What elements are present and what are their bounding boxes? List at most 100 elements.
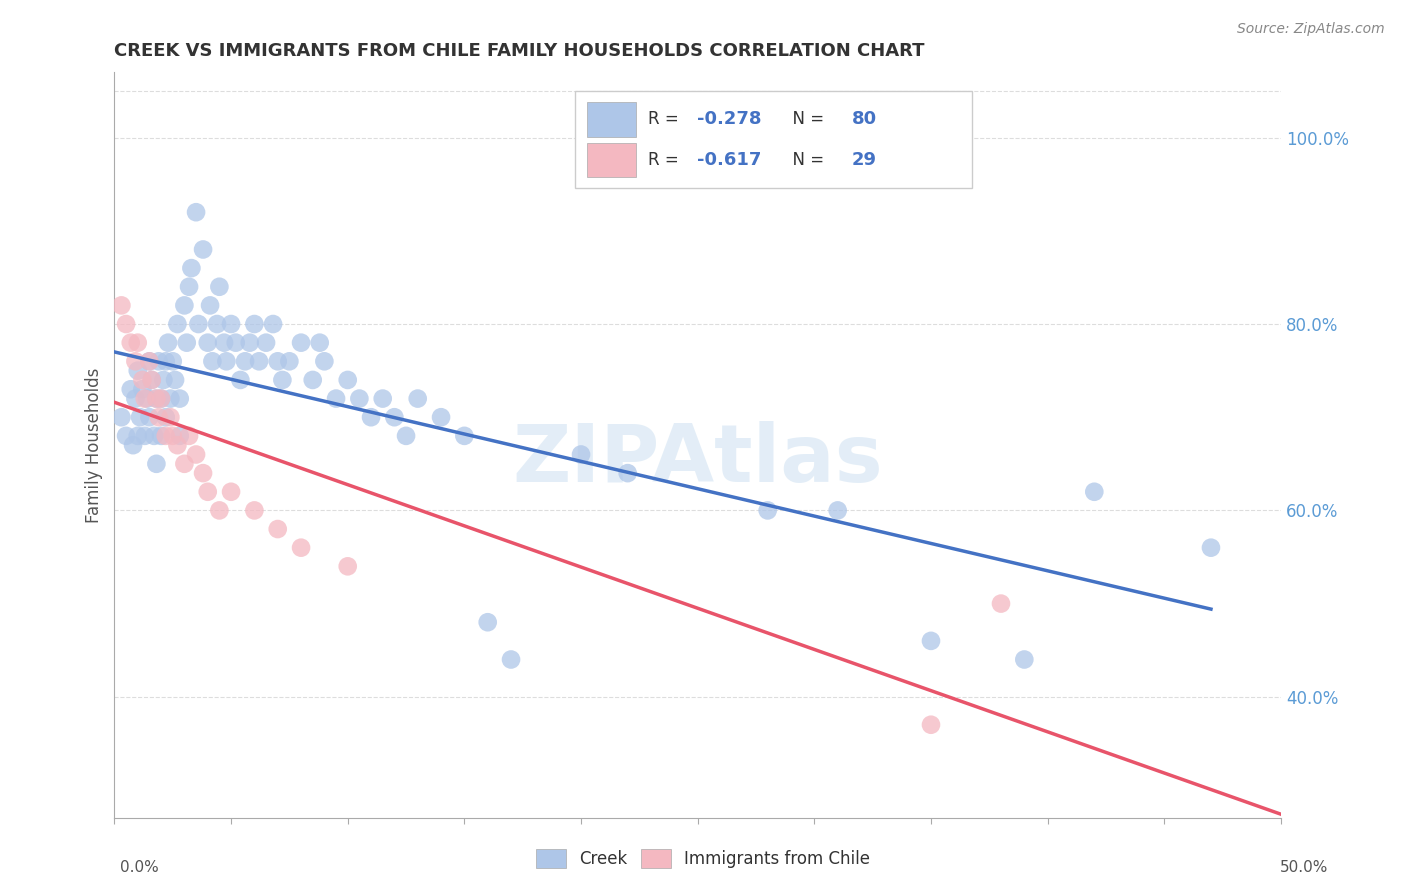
Point [150, 392, 173, 406]
Point [191, 466, 214, 480]
Point [162, 354, 184, 368]
Text: Source: ZipAtlas.com: Source: ZipAtlas.com [1237, 22, 1385, 37]
Point [247, 354, 270, 368]
Point [308, 335, 330, 350]
Text: 80: 80 [852, 111, 877, 128]
Point [120, 382, 142, 396]
Point [278, 354, 301, 368]
Point [148, 410, 170, 425]
Point [219, 484, 242, 499]
Point [134, 429, 156, 443]
Text: -0.617: -0.617 [696, 151, 761, 169]
Point [145, 457, 167, 471]
Point [208, 503, 231, 517]
Point [336, 559, 359, 574]
Point [453, 429, 475, 443]
Point [131, 373, 153, 387]
Point [262, 317, 284, 331]
FancyBboxPatch shape [575, 91, 972, 188]
Text: -0.278: -0.278 [696, 111, 761, 128]
Point [180, 261, 202, 276]
Point [1083, 484, 1105, 499]
Point [290, 541, 312, 555]
Point [143, 429, 166, 443]
Point [336, 373, 359, 387]
Point [115, 429, 138, 443]
Point [254, 335, 277, 350]
Point [219, 317, 242, 331]
Legend: Creek, Immigrants from Chile: Creek, Immigrants from Chile [529, 842, 877, 875]
Point [271, 373, 294, 387]
Point [131, 382, 153, 396]
Point [110, 298, 132, 312]
Point [145, 392, 167, 406]
Point [162, 429, 184, 443]
Point [138, 410, 160, 425]
Point [173, 457, 195, 471]
Point [127, 429, 149, 443]
Point [145, 392, 167, 406]
Point [159, 392, 181, 406]
Point [314, 354, 336, 368]
Point [215, 354, 238, 368]
Point [349, 392, 371, 406]
Text: ZIPAtlas: ZIPAtlas [512, 421, 883, 500]
Point [184, 448, 207, 462]
Point [616, 466, 638, 480]
Point [290, 335, 312, 350]
Point [198, 298, 221, 312]
Point [197, 484, 219, 499]
FancyBboxPatch shape [586, 143, 636, 177]
Text: CREEK VS IMMIGRANTS FROM CHILE FAMILY HOUSEHOLDS CORRELATION CHART: CREEK VS IMMIGRANTS FROM CHILE FAMILY HO… [114, 42, 925, 60]
Point [239, 335, 262, 350]
Point [136, 392, 159, 406]
Text: 50.0%: 50.0% [1281, 861, 1329, 875]
Point [406, 392, 429, 406]
Point [157, 335, 180, 350]
Point [201, 354, 224, 368]
Point [127, 363, 149, 377]
Point [127, 335, 149, 350]
Point [129, 410, 152, 425]
Point [395, 429, 418, 443]
Point [148, 354, 170, 368]
Point [141, 373, 163, 387]
Point [499, 652, 522, 666]
Text: R =: R = [648, 111, 683, 128]
Point [155, 354, 177, 368]
Point [138, 354, 160, 368]
Text: N =: N = [782, 151, 830, 169]
Point [225, 335, 247, 350]
Point [120, 335, 142, 350]
Text: 0.0%: 0.0% [120, 861, 159, 875]
Point [243, 503, 266, 517]
Point [159, 410, 181, 425]
Point [233, 354, 256, 368]
Point [371, 392, 394, 406]
Point [176, 335, 198, 350]
Point [430, 410, 453, 425]
Point [360, 410, 382, 425]
Point [122, 438, 145, 452]
Point [134, 392, 156, 406]
Point [169, 392, 191, 406]
Point [569, 448, 592, 462]
Point [191, 243, 214, 257]
Point [110, 410, 132, 425]
Text: 29: 29 [852, 151, 877, 169]
Point [1014, 652, 1036, 666]
Text: N =: N = [782, 111, 830, 128]
Point [243, 317, 266, 331]
Point [920, 633, 942, 648]
Point [124, 354, 146, 368]
Point [212, 335, 235, 350]
Point [1199, 541, 1222, 555]
Point [301, 373, 323, 387]
Point [325, 392, 347, 406]
Point [267, 354, 290, 368]
Point [141, 373, 163, 387]
Point [827, 503, 849, 517]
Y-axis label: Family Households: Family Households [86, 368, 103, 523]
Point [166, 317, 188, 331]
Point [920, 717, 942, 731]
